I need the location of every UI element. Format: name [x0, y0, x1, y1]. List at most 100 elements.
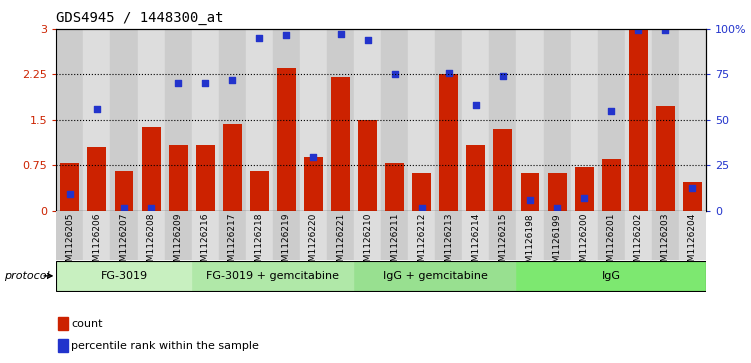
Bar — [196, 145, 215, 211]
Text: GSM1126210: GSM1126210 — [363, 213, 372, 273]
Text: GSM1126200: GSM1126200 — [580, 213, 589, 273]
Bar — [517, 261, 706, 290]
Bar — [571, 211, 598, 260]
Bar — [246, 29, 273, 211]
Text: GSM1126218: GSM1126218 — [255, 213, 264, 273]
Bar — [300, 211, 327, 260]
Point — [280, 32, 292, 38]
Bar — [385, 163, 404, 211]
Text: GSM1126221: GSM1126221 — [336, 213, 345, 273]
Text: count: count — [71, 318, 103, 329]
Bar — [381, 29, 409, 211]
Bar — [354, 261, 517, 290]
Point — [118, 205, 130, 211]
Bar — [656, 106, 675, 211]
Bar — [192, 211, 219, 260]
Bar — [679, 211, 706, 260]
Bar — [277, 68, 296, 211]
Bar — [83, 29, 110, 211]
Bar — [517, 29, 544, 211]
Bar — [652, 29, 679, 211]
Text: protocol: protocol — [4, 271, 50, 281]
Bar — [164, 29, 192, 211]
Text: GSM1126214: GSM1126214 — [472, 213, 481, 273]
Bar — [273, 211, 300, 260]
Point — [91, 106, 103, 112]
Text: GSM1126215: GSM1126215 — [499, 213, 508, 273]
Bar — [544, 211, 571, 260]
Bar — [652, 211, 679, 260]
Text: GSM1126202: GSM1126202 — [634, 213, 643, 273]
Bar — [602, 159, 620, 211]
Bar — [439, 74, 458, 211]
Bar — [517, 211, 544, 260]
Point — [361, 37, 373, 43]
Bar — [246, 211, 273, 260]
Point — [199, 81, 211, 86]
Bar — [463, 211, 490, 260]
Bar — [219, 211, 246, 260]
Point — [253, 35, 265, 41]
Bar — [164, 211, 192, 260]
Bar — [110, 211, 137, 260]
Text: GSM1126220: GSM1126220 — [309, 213, 318, 273]
Bar — [520, 173, 539, 211]
Bar — [59, 317, 68, 330]
Bar — [625, 29, 652, 211]
Point — [524, 197, 536, 203]
Text: GSM1126206: GSM1126206 — [92, 213, 101, 273]
Bar — [300, 29, 327, 211]
Point — [605, 108, 617, 114]
Bar — [358, 120, 377, 211]
Bar — [87, 147, 107, 211]
Point — [470, 102, 482, 107]
Bar — [544, 29, 571, 211]
Bar — [463, 29, 490, 211]
Bar — [273, 29, 300, 211]
Bar — [327, 211, 354, 260]
Text: GSM1126208: GSM1126208 — [146, 213, 155, 273]
Point — [226, 78, 238, 83]
Bar — [327, 29, 354, 211]
Bar — [219, 29, 246, 211]
Text: IgG + gemcitabine: IgG + gemcitabine — [383, 271, 487, 281]
Text: GSM1126203: GSM1126203 — [661, 213, 670, 273]
Text: GSM1126216: GSM1126216 — [201, 213, 210, 273]
Bar — [381, 211, 409, 260]
Text: GSM1126207: GSM1126207 — [119, 213, 128, 273]
Bar — [598, 29, 625, 211]
Bar — [110, 29, 137, 211]
Bar — [192, 261, 354, 290]
Bar — [354, 211, 382, 260]
Text: FG-3019: FG-3019 — [101, 271, 147, 281]
Text: GSM1126212: GSM1126212 — [418, 213, 427, 273]
Bar — [490, 29, 517, 211]
Text: GSM1126199: GSM1126199 — [553, 213, 562, 274]
Point — [443, 70, 455, 76]
Bar — [683, 182, 702, 211]
Bar — [354, 29, 381, 211]
Text: GDS4945 / 1448300_at: GDS4945 / 1448300_at — [56, 11, 224, 25]
Bar — [114, 171, 134, 211]
Point — [578, 196, 590, 201]
Bar — [466, 145, 485, 211]
Text: GSM1126205: GSM1126205 — [65, 213, 74, 273]
Bar — [304, 157, 323, 211]
Bar — [547, 173, 566, 211]
Bar — [629, 30, 648, 211]
Point — [497, 73, 509, 79]
Bar — [56, 211, 83, 260]
Point — [659, 27, 671, 33]
Bar — [137, 29, 164, 211]
Bar — [142, 127, 161, 211]
Text: GSM1126211: GSM1126211 — [391, 213, 400, 273]
Bar — [575, 167, 593, 211]
Text: GSM1126209: GSM1126209 — [173, 213, 182, 273]
Bar — [436, 211, 463, 260]
Bar — [679, 29, 706, 211]
Bar — [60, 163, 80, 211]
Bar — [250, 171, 269, 211]
Bar — [56, 261, 192, 290]
Bar — [331, 77, 350, 211]
Bar — [493, 129, 512, 211]
